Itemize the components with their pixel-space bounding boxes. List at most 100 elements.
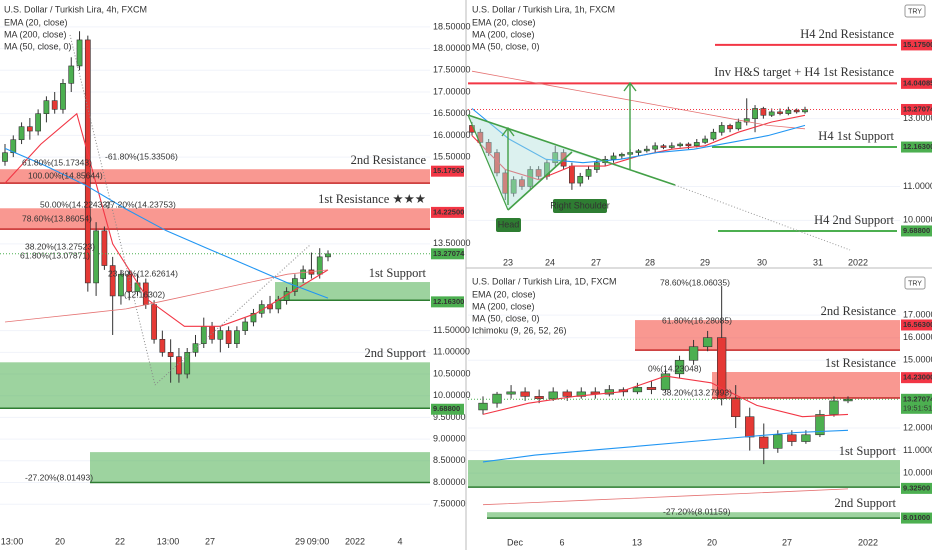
trendline bbox=[467, 114, 509, 211]
currency-label: TRY bbox=[908, 280, 922, 287]
x-tick-label: 20 bbox=[55, 536, 65, 546]
indicator-line bbox=[4, 147, 329, 299]
chart-panel: 7.50000 8.00000 8.50000 9.00000 9.50000 10.00… bbox=[0, 4, 471, 546]
candle-body bbox=[635, 150, 642, 153]
legend-entry: MA (200, close) bbox=[472, 29, 535, 39]
y-tick-label: 13.00000 bbox=[903, 113, 932, 123]
fib-line bbox=[69, 34, 311, 386]
candle-body bbox=[577, 175, 584, 184]
chart-panel: 10.00000 11.00000 13.00000 23 24 27 28 29 30 31 20… bbox=[467, 4, 932, 267]
candle-body bbox=[646, 387, 657, 390]
x-tick-label: 27 bbox=[205, 536, 215, 546]
indicator-line bbox=[482, 429, 849, 463]
candle-body bbox=[760, 108, 767, 116]
price-tag-label: 12.16300 bbox=[903, 142, 932, 151]
candle-body bbox=[752, 108, 758, 119]
arrow bbox=[623, 81, 637, 170]
candle-body bbox=[316, 256, 323, 275]
currency-badge bbox=[904, 276, 926, 290]
candle-body bbox=[250, 312, 257, 323]
zone bbox=[275, 282, 430, 301]
candle-body bbox=[68, 65, 75, 84]
price-tag bbox=[431, 165, 464, 177]
fib-label: 61.80%(13.07871) bbox=[20, 250, 90, 260]
price-tag-timer: 19:51:51 bbox=[903, 403, 932, 412]
candle-body bbox=[685, 143, 692, 147]
level-label: H4 1st Support bbox=[818, 129, 894, 143]
candle-body bbox=[688, 346, 699, 361]
candle-body bbox=[18, 126, 25, 141]
fib-label: (12.16302) bbox=[124, 289, 165, 299]
zone-label: 1st Support bbox=[839, 444, 897, 458]
price-tag-label: 9.68800 bbox=[903, 226, 930, 235]
currency-badge bbox=[904, 4, 926, 18]
candle-body bbox=[727, 125, 733, 130]
candle-body bbox=[506, 391, 516, 395]
indicator-line bbox=[482, 488, 849, 506]
candle-body bbox=[520, 391, 530, 397]
y-tick-label: 18.50000 bbox=[433, 21, 471, 31]
y-tick-label: 17.50000 bbox=[433, 65, 471, 75]
y-tick-label: 15.00000 bbox=[903, 355, 932, 365]
x-tick-label: 2022 bbox=[345, 536, 365, 546]
legend-entry: MA (50, close, 0) bbox=[472, 41, 540, 51]
candle-body bbox=[785, 109, 792, 114]
arrow bbox=[501, 126, 515, 205]
price-tag-label: 9.32500 bbox=[903, 483, 930, 492]
y-tick-label: 15.50000 bbox=[433, 151, 471, 161]
candle-body bbox=[702, 138, 708, 143]
zone bbox=[712, 372, 900, 398]
candle-body bbox=[93, 230, 99, 284]
pattern-tag-label: Head bbox=[498, 219, 520, 229]
candle-body bbox=[660, 373, 671, 390]
x-tick-label: 13:00 bbox=[1, 536, 24, 546]
chart-title: U.S. Dollar / Turkish Lira, 4h, FXCM bbox=[4, 4, 147, 14]
y-tick-label: 13.50000 bbox=[433, 238, 471, 248]
price-tag bbox=[901, 141, 932, 153]
candle-body bbox=[610, 155, 617, 160]
candle-body bbox=[815, 414, 825, 436]
charts: 7.500008.000008.500009.000009.5000010.00… bbox=[0, 4, 932, 547]
y-tick-label: 10.00000 bbox=[903, 215, 932, 225]
y-tick-label: 16.00000 bbox=[433, 130, 471, 140]
legend-entry: EMA (20, close) bbox=[472, 17, 536, 27]
candle-body bbox=[234, 330, 240, 344]
candle-body bbox=[26, 126, 33, 132]
candle-body bbox=[159, 339, 166, 353]
price-tag-label: 16.56300 bbox=[903, 320, 932, 329]
y-tick-label: 10.00000 bbox=[433, 390, 471, 400]
candle-body bbox=[702, 337, 713, 348]
price-tag-label: 12.16300 bbox=[433, 297, 464, 306]
candle-body bbox=[562, 391, 572, 397]
price-tag-label: 13.27074 bbox=[903, 394, 932, 403]
candle-body bbox=[217, 330, 224, 340]
x-tick-label: 27 bbox=[591, 257, 601, 267]
candle-body bbox=[225, 330, 232, 344]
candle-body bbox=[801, 434, 811, 442]
candle-body bbox=[101, 230, 108, 266]
candle-body bbox=[677, 143, 684, 147]
x-tick-label: 28 bbox=[645, 257, 655, 267]
legend-entry: MA (50, close, 0) bbox=[472, 313, 540, 323]
price-tag-label: 14.04085 bbox=[903, 78, 932, 87]
price-tag bbox=[901, 225, 932, 237]
price-tag-label: 15.17500 bbox=[903, 40, 932, 49]
candle-body bbox=[618, 153, 625, 157]
y-tick-label: 10.50000 bbox=[433, 368, 471, 378]
candle-body bbox=[773, 434, 783, 449]
fib-label: 61.80%(16.28085) bbox=[662, 315, 732, 325]
indicator-line bbox=[471, 108, 806, 164]
x-tick-label: 2022 bbox=[858, 537, 878, 547]
fib-label: 100.00%(14.85644) bbox=[28, 170, 103, 180]
y-tick-label: 16.00000 bbox=[903, 332, 932, 342]
candle-body bbox=[76, 39, 83, 67]
zone-label: 2nd Resistance bbox=[351, 153, 427, 167]
fib-label: 23.60%(12.62614) bbox=[108, 268, 178, 278]
trendline bbox=[467, 114, 676, 186]
fib-label: 78.60%(13.86054) bbox=[22, 213, 92, 223]
x-tick-label: 09:00 bbox=[307, 536, 330, 546]
candle-body bbox=[735, 121, 742, 130]
pattern-tag bbox=[553, 199, 607, 213]
y-tick-label: 11.50000 bbox=[433, 325, 470, 335]
candle-body bbox=[745, 416, 755, 438]
